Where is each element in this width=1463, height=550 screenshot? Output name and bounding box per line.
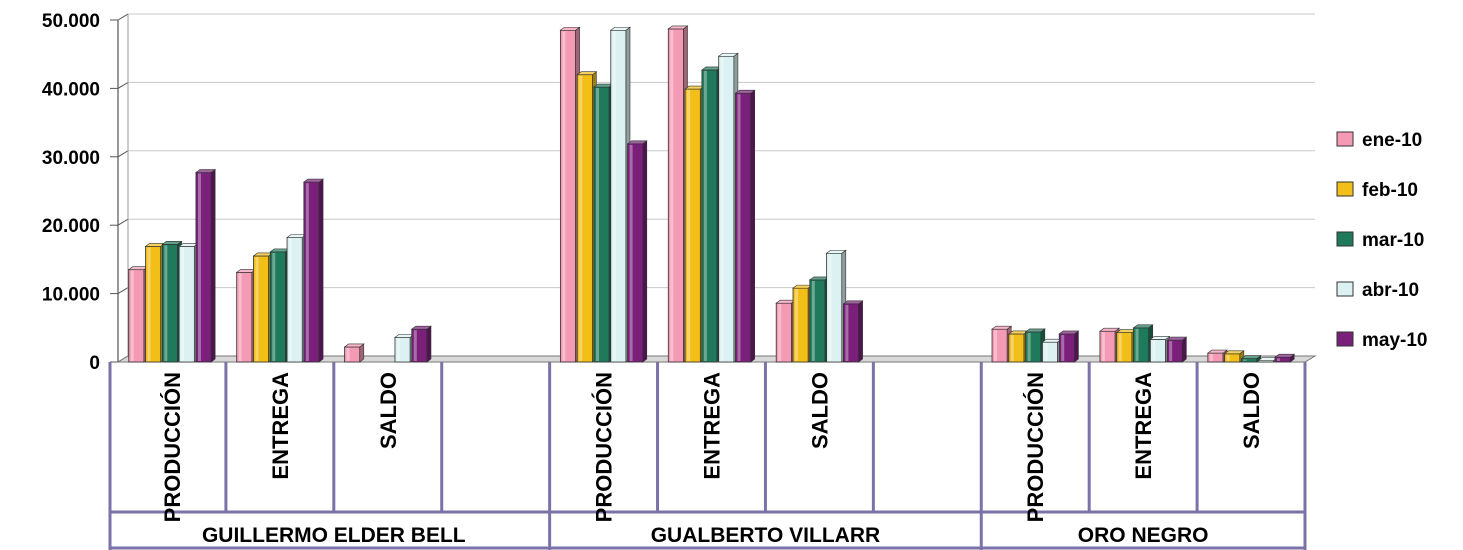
bar-abr-10-saldo: [1257, 357, 1279, 363]
legend-label: feb-10: [1362, 180, 1418, 201]
bar-ene-10-saldo: [343, 343, 365, 363]
y-tick-labels: 0 10.000 20.000 30.000 40.000 50.000: [42, 11, 100, 374]
bar-feb-10-saldo: [1223, 350, 1245, 363]
bar-may-10-entrega: [302, 178, 324, 363]
legend: ene-10 feb-10 mar-10 abr-10 may-10: [1336, 130, 1428, 351]
x-group-label: GUALBERTO VILLARR: [651, 524, 880, 547]
legend-swatch: [1336, 281, 1354, 297]
bar-ene-10-entrega: [235, 268, 257, 363]
bar-may-10-saldo: [410, 325, 432, 363]
bar-may-10-producción: [1058, 330, 1080, 363]
gridline-side: [117, 218, 129, 226]
legend-label: ene-10: [1362, 130, 1422, 151]
x-category-labels: PRODUCCIÓN ENTREGA SALDO GUILLERMO ELDER BE…: [108, 362, 1307, 550]
bar-feb-10-entrega: [684, 85, 706, 363]
bar-may-10-entrega: [734, 89, 756, 363]
y-tick-label: 40.000: [42, 79, 100, 100]
legend-swatch: [1336, 181, 1354, 197]
x-subcategory-label: ENTREGA: [1131, 372, 1156, 480]
y-tick-label: 20.000: [42, 216, 100, 237]
bar-mar-10-producción: [1024, 328, 1046, 363]
bar-ene-10-producción: [127, 266, 149, 363]
x-subcategory-label: PRODUCCIÓN: [1023, 372, 1048, 522]
x-group-label: GUILLERMO ELDER BELL: [202, 524, 466, 547]
bar-abr-10-producción: [1041, 338, 1063, 363]
bar-may-10-producción: [626, 140, 648, 363]
bar-abr-10-entrega: [717, 52, 739, 363]
x-subcategory-label: SALDO: [1239, 372, 1264, 449]
bar-feb-10-producción: [144, 242, 166, 363]
gridline-side: [117, 13, 129, 21]
bar-abr-10-saldo: [394, 333, 416, 363]
bar-may-10-saldo: [842, 300, 864, 363]
bar-feb-10-saldo: [792, 284, 814, 363]
x-subcategory-label: ENTREGA: [700, 372, 725, 480]
x-subcategory-label: SALDO: [376, 372, 401, 449]
bar-ene-10-producción: [559, 26, 581, 363]
gridline-side: [117, 150, 129, 158]
bar-abr-10-producción: [609, 26, 631, 363]
bar-feb-10-producción: [576, 71, 598, 363]
x-subcategory-label: PRODUCCIÓN: [160, 372, 185, 522]
bar-ene-10-saldo: [775, 299, 797, 363]
bar-abr-10-entrega: [286, 233, 308, 363]
legend-swatch: [1336, 131, 1354, 147]
bar-may-10-producción: [195, 168, 217, 363]
bar-mar-10-entrega: [701, 66, 722, 363]
bar-abr-10-saldo: [825, 249, 847, 363]
bars: [127, 25, 1296, 363]
bar-mar-10-producción: [593, 83, 615, 363]
legend-swatch: [1336, 231, 1354, 247]
x-subcategory-label: SALDO: [807, 372, 832, 449]
legend-label: abr-10: [1362, 280, 1419, 301]
legend-swatch: [1336, 331, 1354, 347]
bar-mar-10-entrega: [269, 248, 291, 363]
legend-label: may-10: [1362, 330, 1428, 351]
bar-feb-10-entrega: [1115, 328, 1137, 363]
bar-may-10-entrega: [1166, 336, 1188, 363]
bar-mar-10-saldo: [1240, 354, 1262, 363]
gridline-side: [117, 287, 129, 295]
bar-feb-10-producción: [1007, 330, 1029, 363]
bar-abr-10-producción: [178, 242, 200, 363]
bar-ene-10-producción: [991, 325, 1013, 363]
gridline-side: [117, 81, 129, 89]
y-tick-label: 0: [89, 353, 100, 374]
bar-abr-10-entrega: [1149, 335, 1171, 363]
legend-label: mar-10: [1362, 230, 1424, 251]
bar-ene-10-saldo: [1206, 349, 1228, 363]
x-subcategory-label: PRODUCCIÓN: [592, 372, 617, 522]
x-subcategory-label: ENTREGA: [268, 372, 293, 480]
y-tick-label: 10.000: [42, 285, 100, 306]
bar-ene-10-entrega: [667, 25, 689, 363]
x-group-label: ORO NEGRO: [1078, 524, 1209, 547]
bar-may-10-saldo: [1274, 353, 1296, 363]
bar-feb-10-entrega: [252, 252, 274, 363]
bar-mar-10-producción: [161, 240, 183, 363]
y-tick-label: 30.000: [42, 148, 100, 169]
bar-mar-10-saldo: [808, 276, 830, 363]
y-tick-label: 50.000: [42, 11, 100, 32]
bar-mar-10-entrega: [1132, 324, 1154, 363]
bar-ene-10-entrega: [1099, 327, 1121, 363]
